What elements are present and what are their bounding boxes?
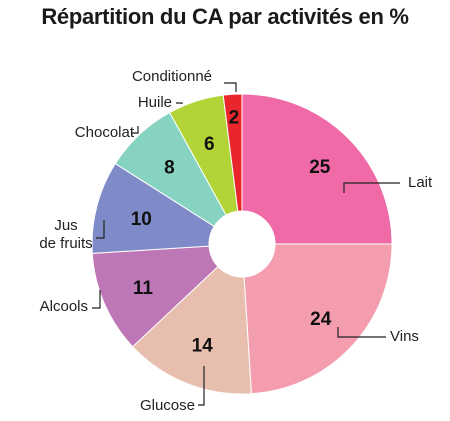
category-label-jus-de-fruits: Jus de fruits xyxy=(39,217,92,252)
category-label-chocolat: Chocolat xyxy=(75,124,135,141)
slice-jus-de-fruits xyxy=(91,162,215,254)
leader-line-vins xyxy=(337,327,386,338)
category-label-glucose: Glucose xyxy=(140,397,195,414)
value-label-jus-de-fruits: 10 xyxy=(131,209,152,230)
value-label-vins: 24 xyxy=(310,309,332,330)
leader-line-conditionn xyxy=(224,82,237,92)
category-label-conditionn: Conditionné xyxy=(132,68,212,85)
leader-line-glucose xyxy=(198,366,205,406)
value-label-conditionn: 2 xyxy=(229,107,240,128)
value-label-alcools: 11 xyxy=(133,278,154,299)
value-label-huile: 6 xyxy=(204,134,215,155)
slice-conditionn xyxy=(222,93,243,212)
chart-title: Répartition du CA par activités en % xyxy=(41,4,409,29)
slice-alcools xyxy=(91,245,219,348)
slice-lait xyxy=(241,93,393,245)
category-label-vins: Vins xyxy=(390,328,419,345)
slice-glucose xyxy=(131,265,252,395)
leader-line-chocolat xyxy=(132,126,139,134)
leader-line-jus-de-fruits xyxy=(96,220,105,239)
leader-line-lait xyxy=(343,182,400,193)
leader-line-alcools xyxy=(92,290,101,309)
value-label-chocolat: 8 xyxy=(164,158,175,179)
category-label-alcools: Alcools xyxy=(40,298,88,315)
slice-vins xyxy=(243,243,393,395)
value-label-lait: 25 xyxy=(309,157,331,178)
value-label-glucose: 14 xyxy=(192,335,214,356)
leader-line-huile xyxy=(176,102,183,104)
category-label-lait: Lait xyxy=(408,174,433,191)
category-label-huile: Huile xyxy=(138,94,172,111)
